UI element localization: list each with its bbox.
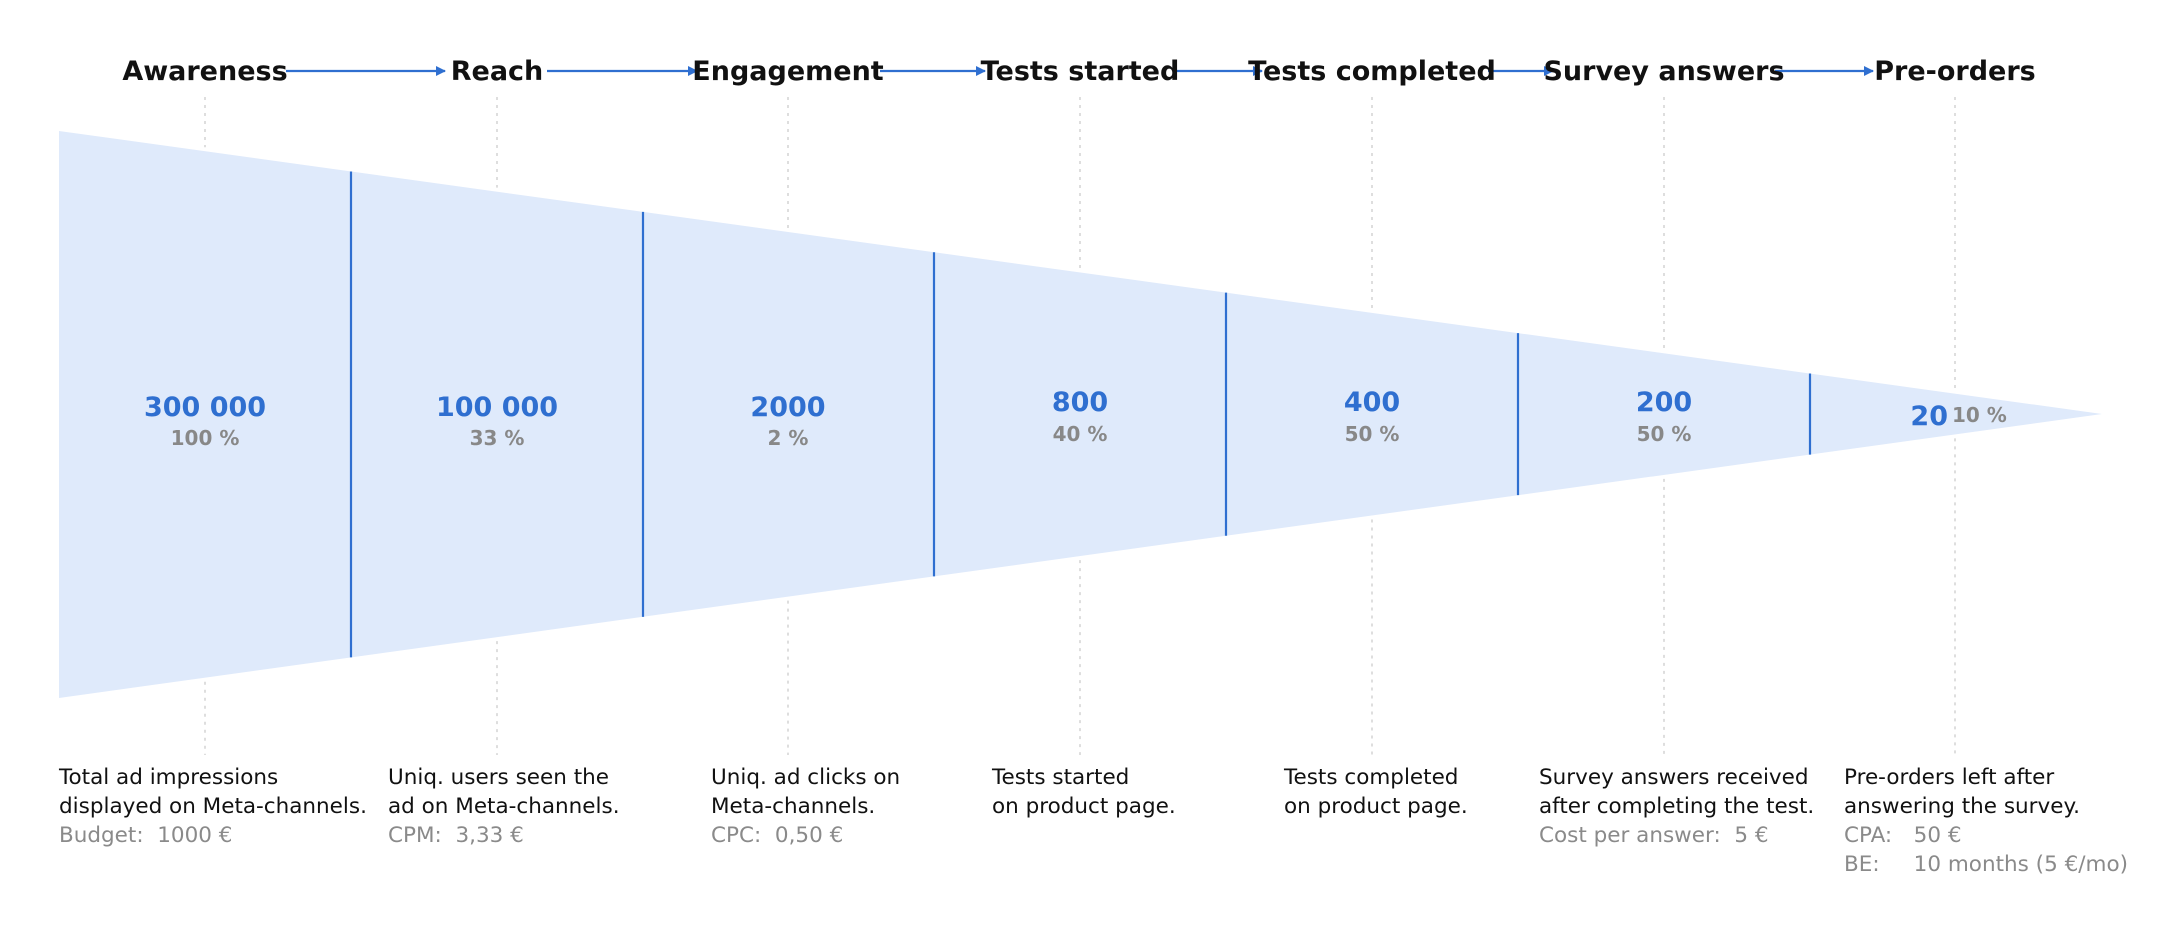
description-line: Meta-channels. <box>711 794 876 819</box>
stage-percent-2: 33 % <box>470 426 525 450</box>
metric-key: CPM: <box>388 823 442 848</box>
description-line: Tests completed <box>1284 765 1459 790</box>
description-metric: CPC: 0,50 € <box>711 821 900 850</box>
metric-key: BE: <box>1844 852 1880 877</box>
stage-percent-7: 10 % <box>1952 403 2007 427</box>
description-line: answering the survey. <box>1844 794 2080 819</box>
metric-value: 3,33 € <box>455 823 524 848</box>
stage-description-6: Survey answers received after completing … <box>1539 763 1814 850</box>
stage-value-5: 400 <box>1344 387 1400 418</box>
stage-title-5: Tests completed <box>1248 56 1496 87</box>
stage-value-2: 100 000 <box>436 392 558 423</box>
description-line: Pre-orders left after <box>1844 765 2055 790</box>
stage-percent-1: 100 % <box>171 426 240 450</box>
description-line: Uniq. ad clicks on <box>711 765 901 790</box>
metric-value: 10 months (5 €/mo) <box>1913 852 2128 877</box>
stage-percent-3: 2 % <box>768 426 809 450</box>
description-line: ad on Meta-channels. <box>388 794 620 819</box>
stage-title-3: Engagement <box>692 56 884 87</box>
stage-value-4: 800 <box>1052 387 1108 418</box>
stage-value-3: 2000 <box>750 392 825 423</box>
stage-description-1: Total ad impressions displayed on Meta-ch… <box>59 763 367 850</box>
stage-title-7: Pre-orders <box>1874 56 2036 87</box>
stage-value-1: 300 000 <box>144 392 266 423</box>
description-metric: BE: 10 months (5 €/mo) <box>1844 850 2128 879</box>
stage-title-4: Tests started <box>981 56 1180 87</box>
stage-titles: Awareness Reach Engagement Tests started Tes… <box>122 56 2035 87</box>
stage-description-7: Pre-orders left after answering the surve… <box>1844 763 2128 879</box>
description-line: on product page. <box>1284 794 1468 819</box>
description-line: Uniq. users seen the <box>388 765 609 790</box>
stage-description-2: Uniq. users seen the ad on Meta-channels.… <box>388 763 620 850</box>
guide-lines <box>204 97 1956 755</box>
description-metric: Budget: 1000 € <box>59 821 367 850</box>
stage-percent-4: 40 % <box>1053 422 1108 446</box>
description-line: on product page. <box>992 794 1176 819</box>
metric-value: 1000 € <box>157 823 233 848</box>
funnel-shape <box>59 131 2102 698</box>
description-metric: CPM: 3,33 € <box>388 821 620 850</box>
stage-description-4: Tests started on product page. <box>992 763 1176 821</box>
stage-value-7: 20 <box>1910 401 1948 432</box>
metric-key: Cost per answer: <box>1539 823 1721 848</box>
stage-dividers <box>349 171 1812 658</box>
description-line: Tests started <box>992 765 1130 790</box>
stage-title-1: Awareness <box>122 56 287 87</box>
stage-percent-5: 50 % <box>1345 422 1400 446</box>
description-line: displayed on Meta-channels. <box>59 794 367 819</box>
stage-description-3: Uniq. ad clicks on Meta-channels. CPC: 0,5… <box>711 763 900 850</box>
metric-key: CPC: <box>711 823 762 848</box>
metric-value: 50 € <box>1913 823 1962 848</box>
metric-key: Budget: <box>59 823 144 848</box>
stage-title-2: Reach <box>451 56 544 87</box>
description-line: Survey answers received <box>1539 765 1809 790</box>
description-line: after completing the test. <box>1539 794 1815 819</box>
metric-value: 0,50 € <box>774 823 844 848</box>
stage-values: 300 000 100 % 100 000 33 % 2000 2 % 800 40 % 400… <box>144 387 2007 450</box>
stage-percent-6: 50 % <box>1637 422 1692 446</box>
metric-key: CPA: <box>1844 823 1893 848</box>
stage-description-5: Tests completed on product page. <box>1284 763 1468 821</box>
stage-title-6: Survey answers <box>1543 56 1784 87</box>
description-line: Total ad impressions <box>59 765 279 790</box>
metric-value: 5 € <box>1734 823 1769 848</box>
description-metric: CPA: 50 € <box>1844 821 2128 850</box>
stage-value-6: 200 <box>1636 387 1692 418</box>
description-metric: Cost per answer: 5 € <box>1539 821 1814 850</box>
